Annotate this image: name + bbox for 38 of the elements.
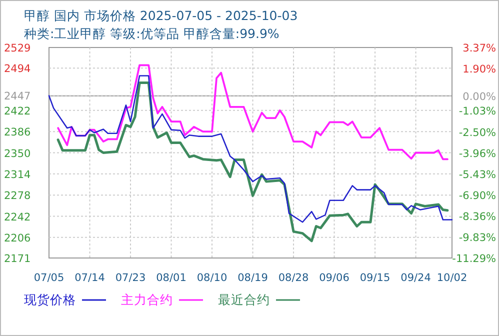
y2-tick-label: -8.36%: [458, 210, 496, 223]
y-tick-label: 2529: [4, 42, 31, 54]
y-tick-label: 2350: [4, 148, 31, 160]
y2-tick-label: -11.29%: [452, 253, 496, 265]
x-tick-label: 07/23: [115, 272, 146, 284]
y-tick-label: 2278: [4, 190, 31, 202]
y-tick-label: 2314: [4, 168, 32, 181]
x-tick-label: 07/05: [34, 272, 64, 284]
x-tick-label: 09/24: [400, 272, 432, 284]
legend-label: 主力合约: [121, 292, 173, 307]
y-tick-label: 2422: [4, 105, 31, 118]
y-tick-label: 2386: [4, 126, 32, 139]
x-tick-label: 08/01: [156, 272, 186, 284]
x-tick-label: 07/14: [74, 272, 106, 284]
title: 甲醇 国内 市场价格 2025-07-05 - 2025-10-03: [24, 8, 298, 23]
y2-tick-label: -1.03%: [458, 106, 496, 118]
x-tick-label: 09/06: [319, 272, 350, 284]
y2-tick-label: -6.90%: [458, 190, 496, 202]
y-tick-label: 2242: [4, 211, 31, 224]
x-tick-label: 08/10: [196, 272, 228, 284]
y-tick-label: 2447: [4, 90, 31, 103]
legend-label: 现货价格: [24, 292, 76, 307]
y2-tick-label: 1.90%: [462, 64, 496, 76]
y2-tick-label: -9.83%: [458, 232, 496, 244]
y-tick-label: 2494: [4, 63, 32, 76]
y2-tick-label: 3.37%: [462, 42, 496, 54]
legend-label: 最近合约: [218, 292, 270, 307]
y-tick-label: 2171: [4, 253, 31, 265]
y2-tick-label: -5.43%: [458, 168, 496, 181]
y-tick-label: 2206: [4, 232, 32, 244]
y2-tick-label: 0.00%: [462, 90, 496, 103]
subtitle: 种类:工业甲醇 等级:优等品 甲醇含量:99.9%: [24, 26, 280, 41]
y2-tick-label: -2.50%: [458, 126, 496, 139]
x-tick-label: 08/19: [238, 272, 268, 284]
x-tick-label: 10/02: [436, 272, 468, 284]
x-tick-label: 08/28: [278, 272, 309, 284]
y2-tick-label: -3.96%: [458, 148, 496, 160]
x-tick-label: 09/15: [360, 272, 390, 284]
